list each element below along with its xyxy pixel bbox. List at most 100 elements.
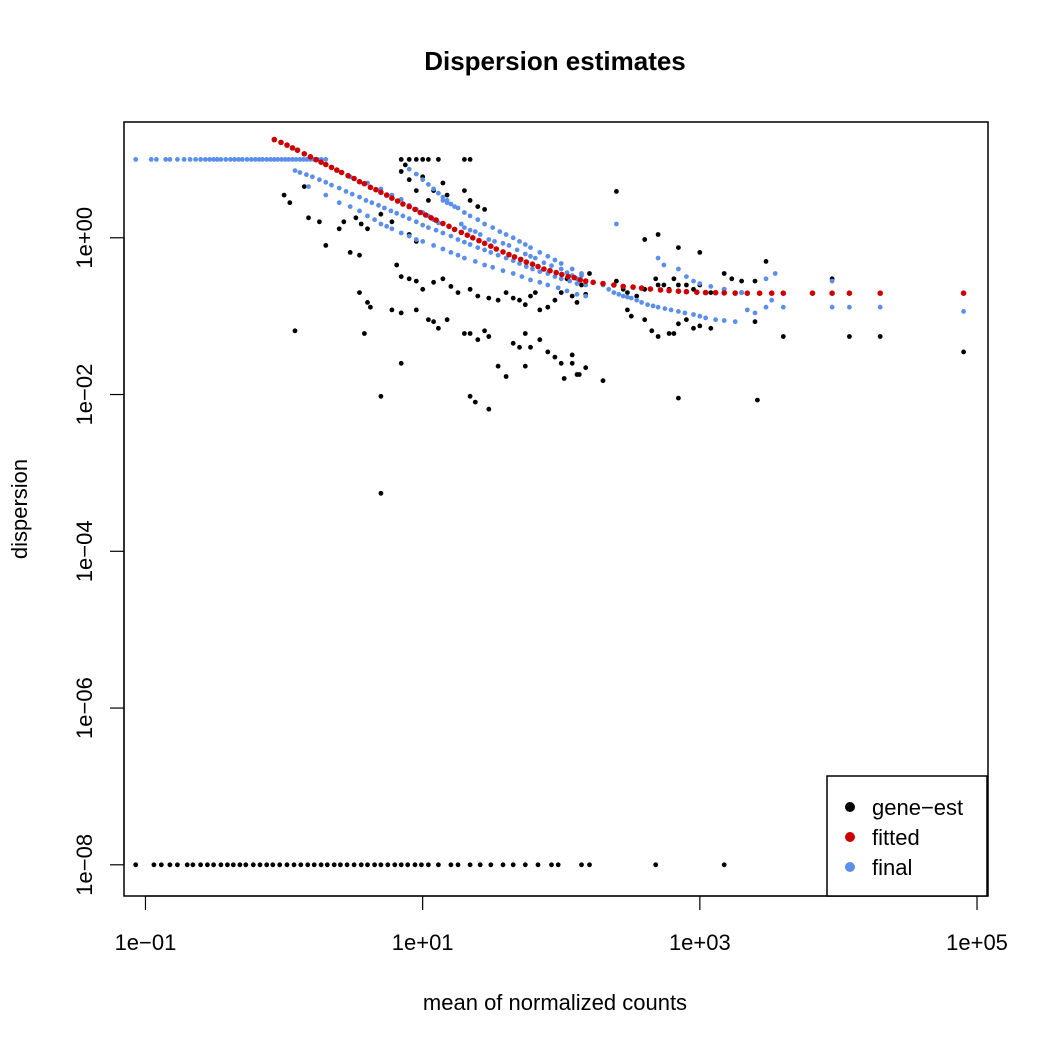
data-point bbox=[522, 331, 528, 336]
data-point bbox=[323, 161, 329, 168]
data-point bbox=[284, 142, 290, 148]
data-point bbox=[729, 276, 735, 282]
data-point bbox=[482, 247, 487, 253]
data-point bbox=[634, 297, 640, 303]
data-point bbox=[620, 293, 626, 299]
data-point bbox=[323, 192, 329, 198]
data-point bbox=[369, 200, 375, 206]
data-point bbox=[357, 252, 362, 258]
data-point bbox=[462, 239, 467, 245]
data-point bbox=[682, 310, 688, 316]
legend-marker bbox=[845, 832, 855, 842]
data-point bbox=[436, 325, 441, 331]
data-point bbox=[739, 290, 744, 295]
data-point bbox=[517, 344, 522, 350]
data-point bbox=[475, 293, 481, 299]
data-point bbox=[357, 290, 362, 295]
data-point bbox=[406, 166, 412, 172]
data-point bbox=[661, 282, 667, 288]
data-point bbox=[406, 233, 412, 239]
data-point bbox=[506, 251, 512, 258]
data-point bbox=[564, 288, 570, 294]
data-point bbox=[328, 164, 335, 171]
data-point bbox=[301, 157, 306, 162]
data-point bbox=[448, 233, 454, 239]
data-point bbox=[614, 189, 619, 194]
data-point bbox=[467, 242, 473, 247]
data-point bbox=[271, 136, 278, 143]
data-point bbox=[541, 260, 547, 266]
data-point bbox=[657, 287, 664, 293]
data-point bbox=[467, 157, 473, 162]
data-point bbox=[394, 198, 401, 204]
data-point bbox=[555, 285, 561, 291]
data-point bbox=[343, 189, 349, 194]
data-point bbox=[412, 862, 418, 868]
data-point bbox=[331, 862, 337, 868]
data-point bbox=[394, 210, 400, 216]
data-point bbox=[336, 185, 342, 191]
data-point bbox=[464, 232, 471, 238]
data-point bbox=[257, 862, 263, 868]
data-point bbox=[431, 186, 436, 192]
data-point bbox=[378, 221, 384, 227]
data-point bbox=[413, 237, 419, 242]
data-point bbox=[278, 139, 284, 146]
data-point bbox=[311, 862, 317, 868]
data-point bbox=[306, 184, 311, 190]
data-point bbox=[503, 255, 509, 261]
data-point bbox=[336, 226, 342, 232]
data-point bbox=[256, 157, 262, 162]
data-point bbox=[306, 215, 311, 221]
data-point bbox=[490, 225, 496, 231]
data-point bbox=[553, 269, 559, 276]
data-point bbox=[517, 261, 522, 266]
data-point bbox=[675, 288, 682, 295]
data-point bbox=[444, 192, 450, 198]
data-point bbox=[537, 279, 543, 285]
data-point bbox=[475, 217, 481, 223]
data-point bbox=[510, 295, 516, 301]
data-point bbox=[655, 232, 661, 237]
data-point bbox=[264, 157, 270, 162]
data-point bbox=[151, 862, 157, 868]
data-point bbox=[154, 157, 159, 162]
data-point bbox=[448, 201, 454, 207]
data-point bbox=[389, 226, 395, 232]
data-point bbox=[367, 184, 374, 191]
data-point bbox=[467, 286, 473, 292]
data-point bbox=[378, 211, 384, 217]
data-point bbox=[668, 307, 674, 313]
y-axis: 1e−08 1e−06 1e−04 1e−02 1e+00 bbox=[72, 207, 125, 896]
data-point bbox=[317, 177, 322, 183]
data-point bbox=[684, 282, 689, 288]
data-point bbox=[486, 406, 492, 412]
data-point bbox=[510, 271, 516, 276]
y-tick-label: 1e+00 bbox=[72, 207, 97, 269]
data-point bbox=[569, 266, 575, 272]
data-point bbox=[671, 276, 677, 282]
data-point bbox=[721, 290, 727, 296]
legend-marker bbox=[845, 862, 855, 872]
data-point bbox=[490, 264, 496, 270]
data-point bbox=[368, 304, 373, 310]
data-point bbox=[662, 306, 668, 311]
data-point bbox=[763, 276, 769, 282]
data-point bbox=[732, 290, 738, 296]
data-point bbox=[467, 331, 473, 336]
data-point bbox=[281, 192, 287, 198]
data-point bbox=[877, 334, 883, 339]
data-point bbox=[406, 203, 413, 210]
data-point bbox=[341, 219, 347, 225]
data-point bbox=[282, 157, 288, 162]
data-point bbox=[579, 282, 584, 288]
data-point bbox=[500, 268, 506, 274]
data-point bbox=[625, 294, 630, 300]
data-point bbox=[458, 221, 464, 227]
data-point bbox=[239, 157, 245, 162]
data-point bbox=[236, 157, 242, 162]
data-point bbox=[600, 378, 606, 384]
data-point bbox=[365, 226, 370, 232]
data-point bbox=[691, 325, 696, 331]
data-point bbox=[535, 862, 541, 868]
